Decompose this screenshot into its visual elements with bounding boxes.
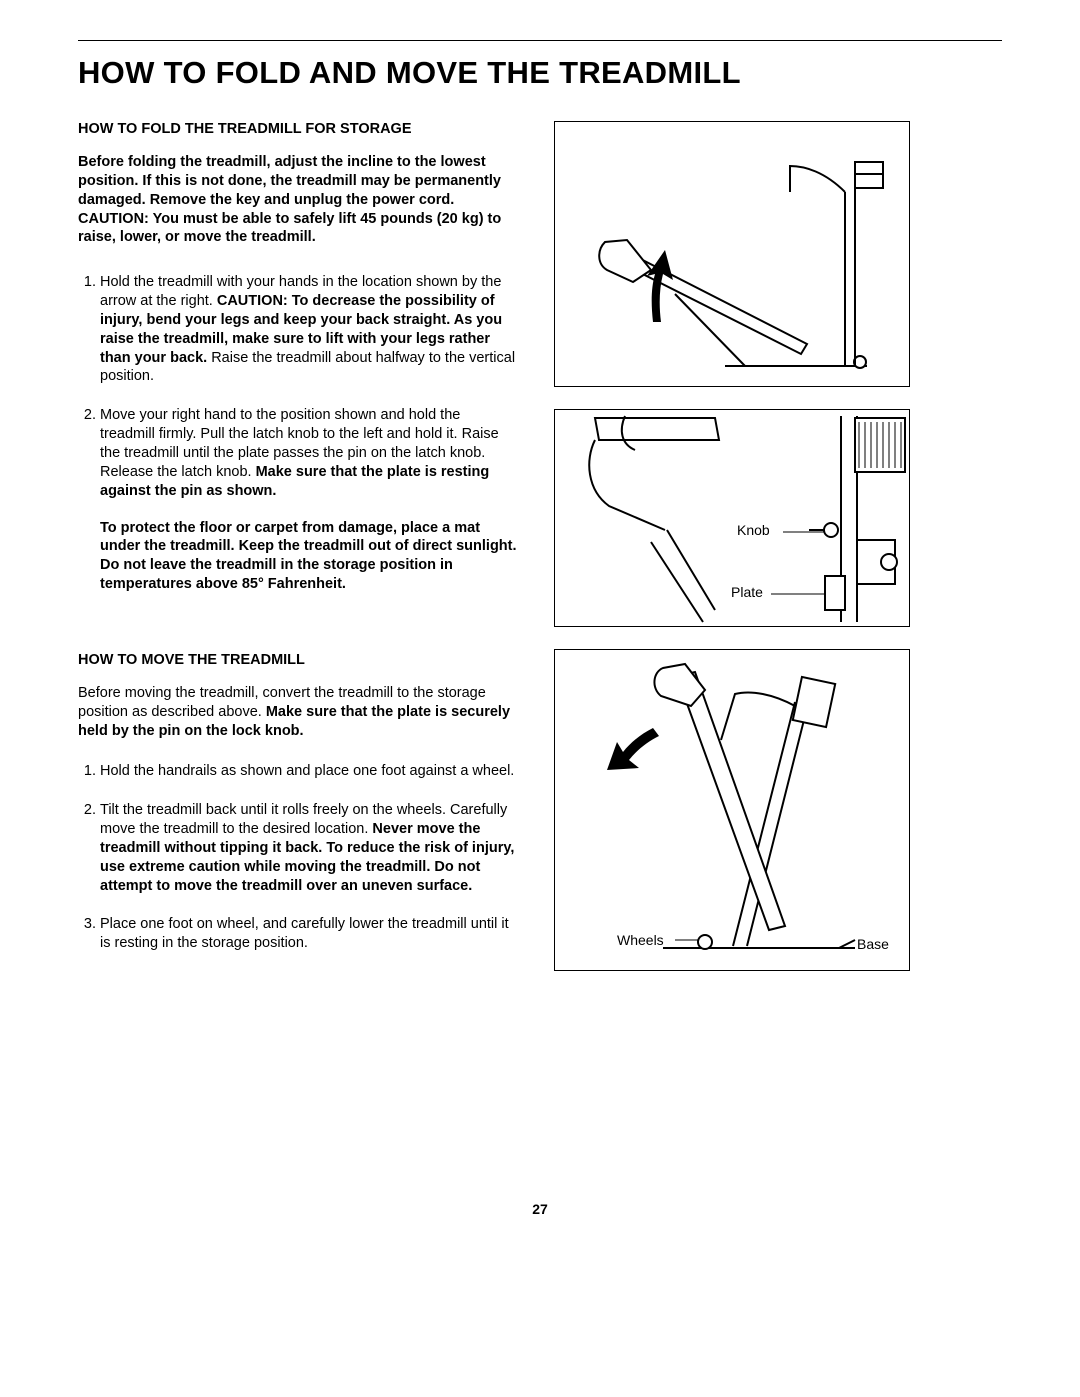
label-base: Base: [857, 936, 889, 952]
figure-column: Knob Plate: [554, 121, 1002, 973]
fold-intro: Before folding the treadmill, adjust the…: [78, 153, 518, 247]
section-heading-fold: HOW TO FOLD THE TREADMILL FOR STORAGE: [78, 121, 518, 137]
page-title: HOW TO FOLD AND MOVE THE TREADMILL: [78, 55, 1002, 91]
move-intro: Before moving the treadmill, convert the…: [78, 684, 518, 741]
fold-raise-illustration: [555, 122, 911, 388]
text-column: HOW TO FOLD THE TREADMILL FOR STORAGE Be…: [78, 121, 518, 973]
fold-steps: Hold the treadmill with your hands in th…: [78, 273, 518, 594]
label-knob: Knob: [737, 522, 770, 538]
fold-step-2: Move your right hand to the position sho…: [100, 406, 518, 594]
move-step-1: Hold the handrails as shown and place on…: [100, 762, 518, 781]
step2-para2: To protect the floor or carpet from dama…: [100, 520, 517, 593]
label-wheels: Wheels: [617, 932, 664, 948]
move-illustration: [555, 650, 911, 972]
content-columns: HOW TO FOLD THE TREADMILL FOR STORAGE Be…: [78, 121, 1002, 973]
section-heading-move: HOW TO MOVE THE TREADMILL: [78, 652, 518, 668]
document-page: HOW TO FOLD AND MOVE THE TREADMILL HOW T…: [0, 0, 1080, 1397]
page-number: 27: [0, 1201, 1080, 1217]
top-rule: [78, 40, 1002, 41]
label-plate: Plate: [731, 584, 763, 600]
figure-move: Wheels Base: [554, 649, 910, 971]
figure-fold-raise: [554, 121, 910, 387]
move-step-3: Place one foot on wheel, and carefully l…: [100, 915, 518, 953]
figure-latch: Knob Plate: [554, 409, 910, 627]
fold-step-1: Hold the treadmill with your hands in th…: [100, 273, 518, 386]
move-steps: Hold the handrails as shown and place on…: [78, 762, 518, 953]
move-step-2: Tilt the treadmill back until it rolls f…: [100, 801, 518, 895]
